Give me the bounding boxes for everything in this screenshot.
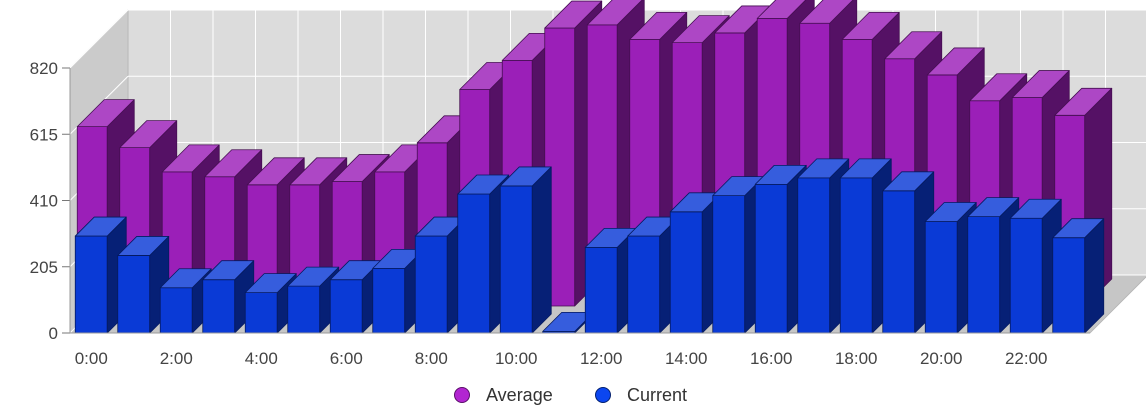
- bar-current-front: [1009, 217, 1043, 334]
- x-tick-label: 16:00: [750, 349, 793, 368]
- bar-average-top: [756, 0, 807, 19]
- legend-label-average: Average: [486, 385, 553, 405]
- x-tick-label: 12:00: [580, 349, 623, 368]
- bar-current-top: [924, 202, 977, 222]
- bar-current: [839, 158, 892, 334]
- bar-current-front: [882, 190, 916, 334]
- bar-current-top: [74, 216, 127, 237]
- legend-marker-current: [595, 387, 611, 403]
- y-tick-label: 615: [30, 125, 58, 144]
- bar-current-front: [414, 235, 448, 334]
- bar-current-top: [159, 268, 212, 289]
- x-tick-label: 20:00: [920, 349, 963, 368]
- bar-average-top: [331, 154, 390, 182]
- bar-current-top: [1052, 218, 1105, 239]
- bar-current-front: [669, 211, 703, 334]
- bar-average-top: [586, 0, 643, 26]
- x-tick-label: 4:00: [245, 349, 278, 368]
- bar-current-top: [457, 174, 510, 195]
- bar-current-top: [1009, 198, 1062, 219]
- bar-current-front: [584, 246, 618, 334]
- bar-average-top: [629, 11, 688, 40]
- legend: Average Current: [454, 385, 687, 405]
- x-tick-label: 18:00: [835, 349, 878, 368]
- bar-average-top: [926, 47, 985, 76]
- bar-current-top: [202, 260, 255, 281]
- bar-current-top: [244, 273, 297, 294]
- x-tick-label: 22:00: [1005, 349, 1048, 368]
- bar-current-side: [1084, 218, 1105, 334]
- bar-current-top: [754, 164, 807, 185]
- y-tick-label: 205: [30, 258, 58, 277]
- legend-item-current: Current: [595, 385, 687, 405]
- x-tick-label: 2:00: [160, 349, 193, 368]
- bar-current: [499, 166, 552, 334]
- bar-average-top: [841, 11, 900, 40]
- bar-current-front: [967, 216, 1001, 334]
- y-tick-label: 820: [30, 59, 58, 78]
- bar-current: [1009, 198, 1062, 334]
- bar-current: [74, 216, 127, 334]
- bar-current-front: [457, 193, 491, 334]
- x-tick-label: 0:00: [75, 349, 108, 368]
- bar-average-top: [246, 157, 305, 186]
- bar-current-front: [754, 183, 788, 334]
- bar-current-front: [287, 285, 321, 334]
- bar-average-top: [1011, 70, 1070, 98]
- legend-label-current: Current: [627, 385, 687, 405]
- y-tick-label: 0: [49, 324, 58, 343]
- bar-average-top: [76, 99, 135, 128]
- bar-current-front: [202, 279, 236, 334]
- x-tick-label: 8:00: [415, 349, 448, 368]
- bar-average-top: [799, 0, 854, 24]
- bar-current-front: [372, 267, 406, 334]
- bar-average-top: [969, 73, 1028, 102]
- bar-current-front: [117, 255, 151, 334]
- bar-average-top: [204, 149, 263, 178]
- bar-current-front: [1052, 237, 1086, 334]
- bar-current-top: [967, 197, 1020, 218]
- legend-item-average: Average: [454, 385, 553, 405]
- bar-average-top: [884, 31, 943, 60]
- x-tick-label: 10:00: [495, 349, 538, 368]
- bar-current-top: [117, 236, 170, 256]
- bar-current: [1052, 218, 1105, 334]
- x-tick-label: 6:00: [330, 349, 363, 368]
- axis-layer: 0 205 410 615 820 0:00 2:00 4:00 6:00 8:00 10:00 12…: [30, 59, 1090, 368]
- bar-current-top: [839, 158, 892, 179]
- bar-average-top: [671, 15, 730, 44]
- bar-average-top: [161, 144, 220, 173]
- legend-marker-average: [454, 387, 470, 403]
- bar-current: [712, 176, 765, 334]
- bar-average-top: [544, 0, 603, 29]
- bar-current-front: [839, 177, 873, 334]
- bar-current-front: [74, 235, 108, 334]
- bars-layer: [74, 0, 1113, 334]
- bar-current-top: [797, 158, 850, 179]
- bar-current-front: [924, 221, 958, 334]
- bar-current-front: [627, 235, 661, 334]
- bar-average-top: [119, 120, 178, 149]
- bar-current-front: [244, 292, 278, 334]
- bar-current-front: [159, 287, 193, 334]
- bar-current: [117, 236, 170, 334]
- bar-current-front: [499, 185, 533, 334]
- bar-current-top: [499, 166, 552, 187]
- bar-current-top: [287, 266, 340, 287]
- bar-current-top: [882, 171, 935, 192]
- x-tick-label: 14:00: [665, 349, 708, 368]
- bar-current-front: [797, 177, 831, 334]
- bar-current-front: [329, 279, 363, 334]
- grid-line-side: [69, 9, 129, 69]
- bar-current-front: [712, 195, 746, 334]
- y-tick-label: 410: [30, 192, 58, 211]
- bar-current: [329, 260, 382, 334]
- bar-average-top: [1054, 87, 1113, 116]
- bar-current-side: [531, 166, 552, 334]
- bar-average-top: [289, 157, 348, 186]
